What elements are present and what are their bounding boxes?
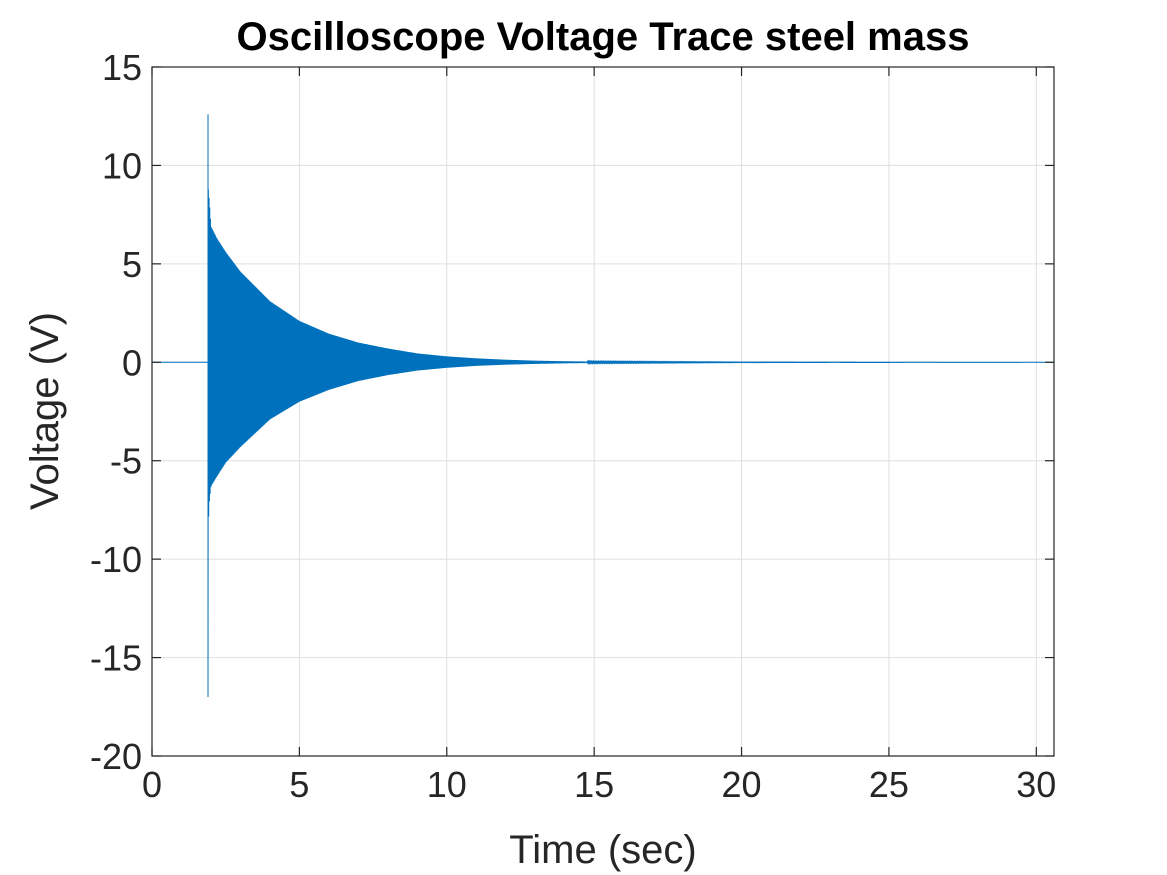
plot-frame — [151, 66, 1055, 757]
y-tick-labels: -20 -15 -10 -5 0 5 10 15 — [90, 47, 142, 777]
y-tick-label: 5 — [122, 244, 142, 285]
x-tick-labels: 0 5 10 15 20 25 30 — [142, 764, 1056, 805]
voltage-series — [152, 114, 1054, 697]
x-tick-label: 5 — [289, 764, 309, 805]
x-tick-label: 25 — [869, 764, 909, 805]
y-tick-label: 15 — [102, 47, 142, 88]
y-tick-label: 10 — [102, 145, 142, 186]
y-tick-label: -10 — [90, 539, 142, 580]
x-tick-label: 20 — [722, 764, 762, 805]
axis-ticks — [151, 66, 1054, 757]
y-tick-label: 0 — [122, 342, 142, 383]
grid-lines — [151, 66, 1054, 757]
voltage-trace-line — [152, 114, 1054, 697]
x-tick-label: 0 — [142, 764, 162, 805]
x-axis-label: Time (sec) — [509, 828, 696, 872]
y-tick-label: -15 — [90, 638, 142, 679]
x-tick-label: 10 — [427, 764, 467, 805]
y-tick-label: -5 — [110, 441, 142, 482]
x-tick-label: 15 — [574, 764, 614, 805]
x-tick-label: 30 — [1016, 764, 1056, 805]
y-axis-label: Voltage (V) — [23, 312, 67, 510]
chart-title: Oscilloscope Voltage Trace steel mass — [237, 15, 970, 59]
y-tick-label: -20 — [90, 736, 142, 777]
